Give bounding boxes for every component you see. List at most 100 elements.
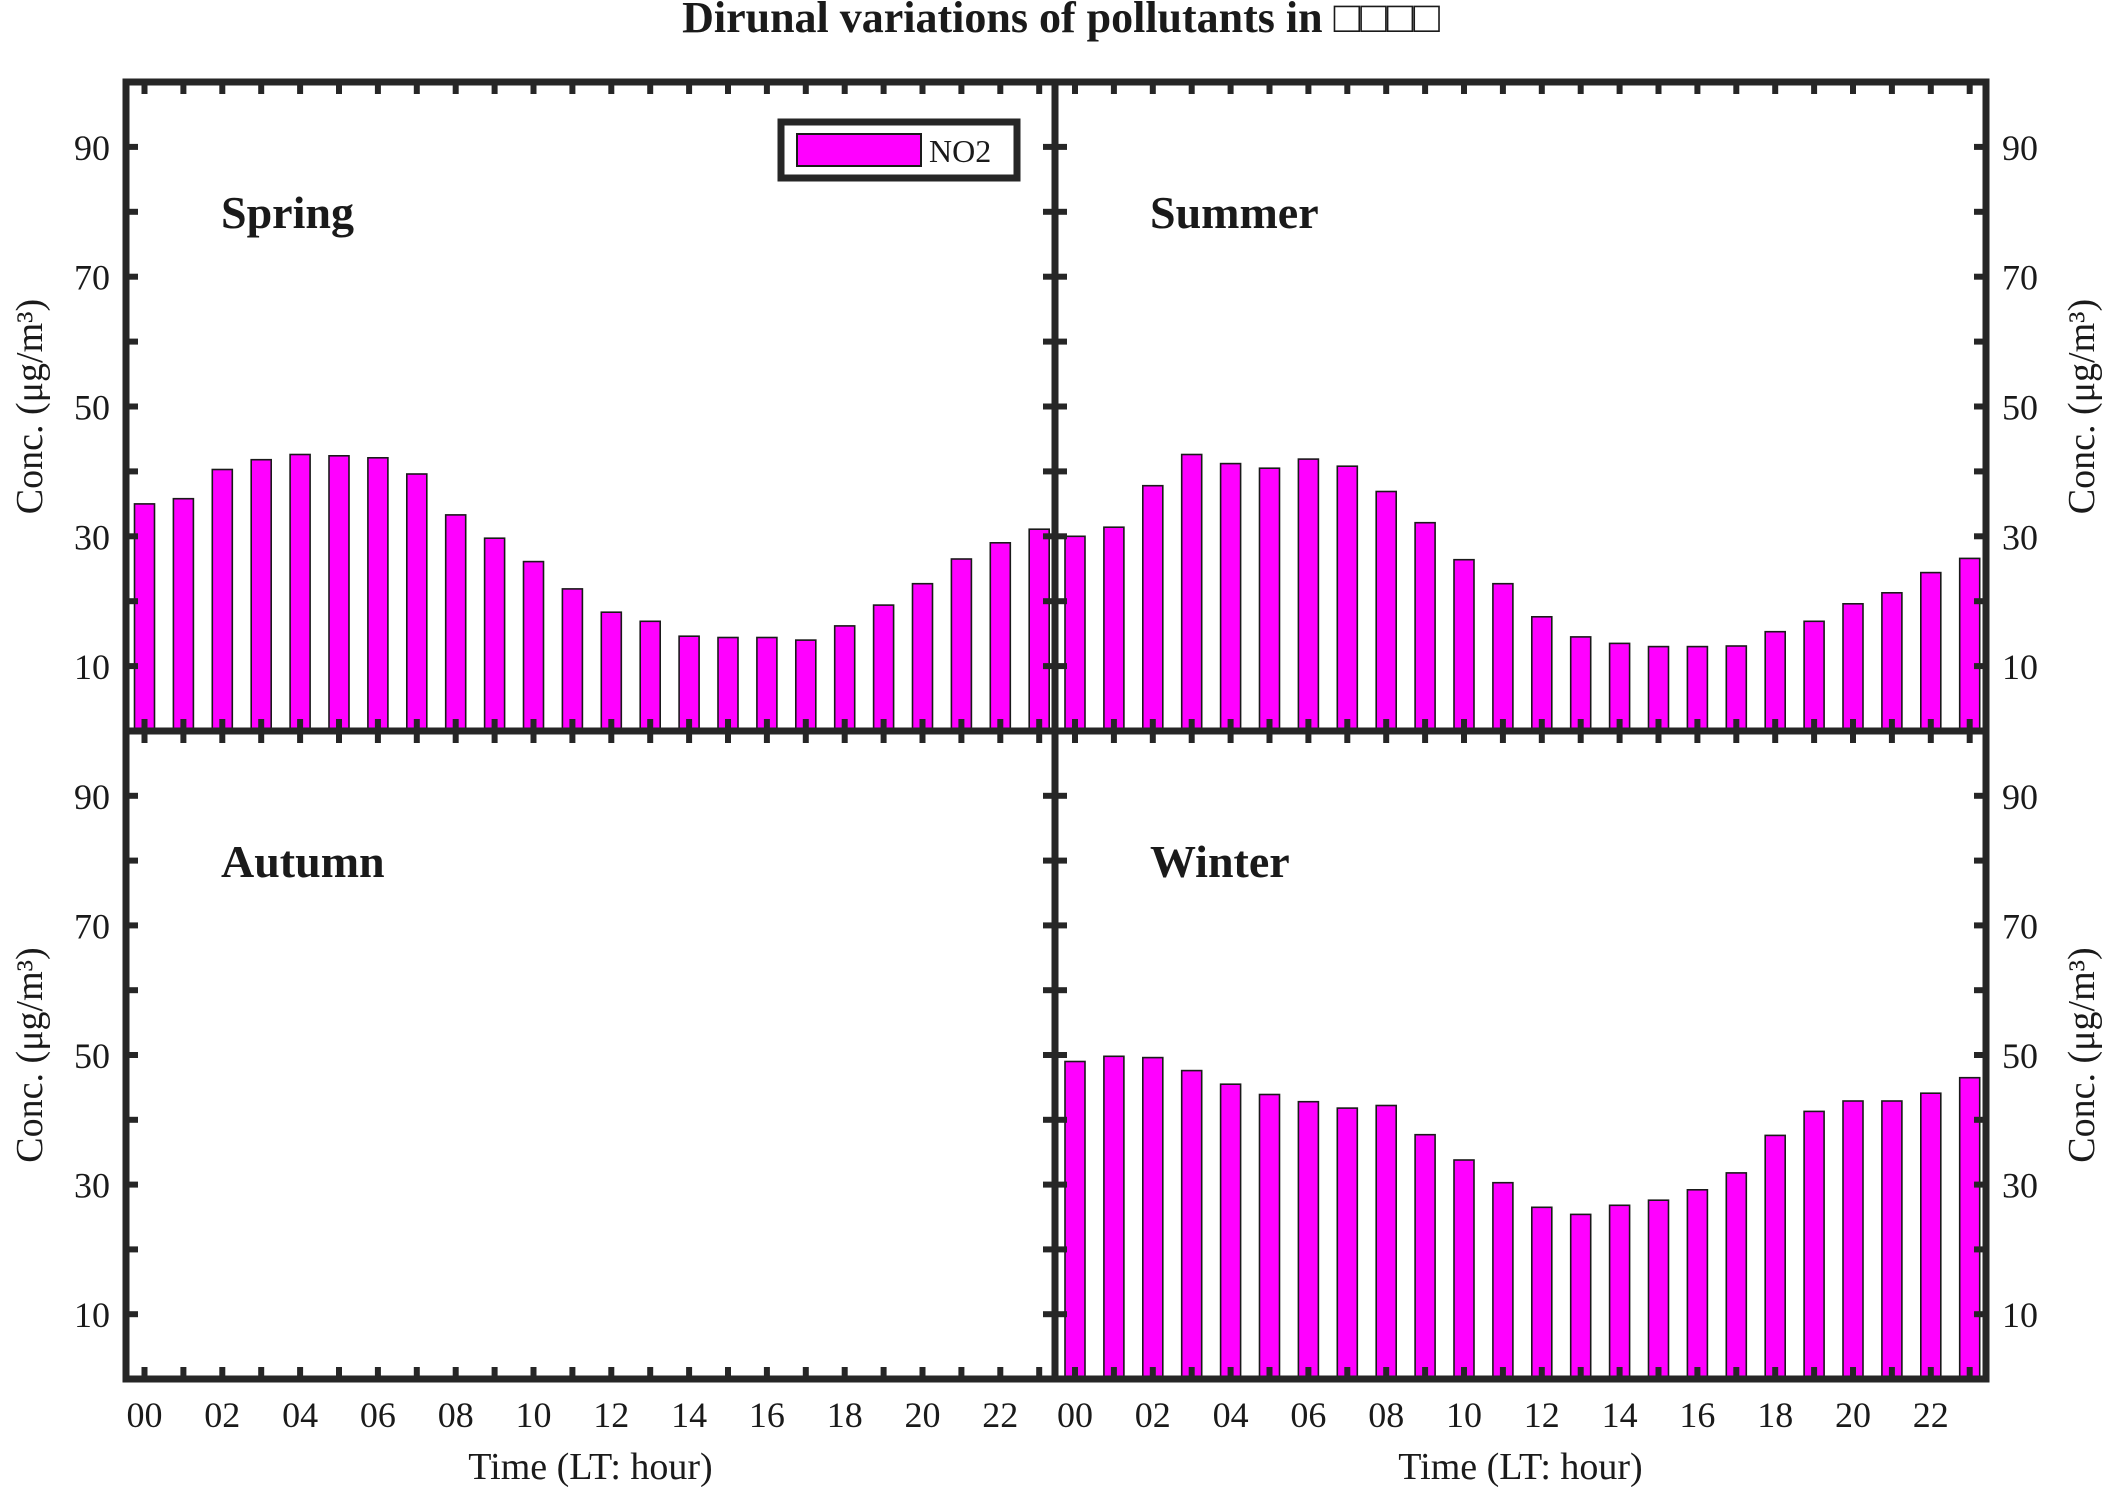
bar-spring-16 [756, 636, 778, 732]
bar-spring-04 [289, 453, 311, 732]
bar-summer-14 [1608, 642, 1631, 732]
x-tick-label: 22 [1913, 1395, 1949, 1435]
bar-spring-01 [172, 497, 195, 732]
bar-spring-07 [405, 473, 428, 732]
bar-spring-05 [328, 454, 350, 732]
x-tick-label: 22 [982, 1395, 1018, 1435]
x-tick-label: 14 [1602, 1395, 1638, 1435]
bar-summer-23 [1958, 557, 1981, 732]
bar-summer-07 [1336, 465, 1359, 732]
x-tick-label: 06 [1290, 1395, 1326, 1435]
y-tick-label: 70 [2002, 906, 2038, 946]
x-tick-label: 02 [1135, 1395, 1171, 1435]
legend-label: NO2 [929, 133, 991, 169]
bar-winter-23 [1958, 1076, 1981, 1380]
y-axis-label-left: Conc. (μg/m³) [9, 299, 51, 514]
bar-spring-02 [211, 468, 234, 732]
chart-title: Dirunal variations of pollutants in □□□□ [682, 0, 1440, 42]
x-tick-label: 08 [1368, 1395, 1404, 1435]
x-tick-label: 06 [360, 1395, 396, 1435]
y-tick-label: 10 [2002, 647, 2038, 687]
y-axis-label-left: Conc. (μg/m³) [9, 947, 51, 1162]
x-tick-label: 04 [282, 1395, 318, 1435]
season-label-summer: Summer [1150, 187, 1319, 238]
bar-winter-19 [1803, 1110, 1825, 1380]
bar-summer-18 [1764, 630, 1786, 732]
y-tick-label: 10 [74, 1295, 110, 1335]
y-tick-label: 70 [74, 258, 110, 298]
x-tick-label: 12 [1524, 1395, 1560, 1435]
bar-spring-22 [989, 541, 1012, 732]
x-tick-label: 18 [827, 1395, 863, 1435]
bar-winter-03 [1180, 1069, 1203, 1380]
season-label-spring: Spring [221, 187, 354, 238]
y-axis-label-right: Conc. (μg/m³) [2061, 947, 2103, 1162]
bar-spring-13 [639, 620, 662, 732]
bar-spring-18 [833, 625, 856, 732]
bar-winter-10 [1453, 1159, 1475, 1380]
y-tick-label: 70 [74, 906, 110, 946]
x-tick-label: 18 [1757, 1395, 1793, 1435]
bar-winter-21 [1881, 1100, 1903, 1380]
frames-layer [122, 78, 1990, 1383]
bar-summer-13 [1569, 636, 1592, 732]
y-tick-label: 90 [74, 128, 110, 168]
bar-winter-17 [1725, 1172, 1748, 1380]
bar-winter-00 [1064, 1060, 1086, 1380]
bar-summer-04 [1219, 462, 1242, 732]
y-tick-label: 10 [2002, 1295, 2038, 1335]
x-tick-label: 16 [749, 1395, 785, 1435]
bar-summer-19 [1803, 620, 1825, 732]
bar-winter-12 [1531, 1206, 1553, 1380]
y-tick-label: 30 [2002, 1166, 2038, 1206]
bar-summer-12 [1531, 615, 1553, 732]
bar-summer-06 [1297, 458, 1320, 732]
x-tick-label: 16 [1679, 1395, 1715, 1435]
y-tick-label: 90 [2002, 128, 2038, 168]
bar-winter-14 [1608, 1204, 1631, 1380]
bar-summer-11 [1492, 582, 1514, 732]
bar-spring-06 [367, 456, 389, 732]
bar-summer-20 [1842, 602, 1864, 732]
bar-summer-03 [1180, 453, 1203, 732]
bar-summer-10 [1453, 558, 1475, 732]
bar-spring-15 [717, 636, 739, 732]
bar-winter-01 [1103, 1055, 1125, 1380]
bar-winter-09 [1414, 1133, 1436, 1380]
bar-winter-04 [1219, 1083, 1242, 1380]
x-tick-label: 10 [516, 1395, 552, 1435]
y-tick-label: 50 [2002, 1036, 2038, 1076]
y-tick-label: 50 [74, 1036, 110, 1076]
bar-summer-21 [1881, 591, 1903, 732]
bar-spring-09 [483, 537, 506, 732]
bar-spring-03 [250, 458, 272, 732]
bar-summer-09 [1414, 521, 1436, 732]
y-tick-label: 30 [74, 517, 110, 557]
x-axis-label: Time (LT: hour) [1398, 1446, 1642, 1487]
season-label-winter: Winter [1150, 836, 1290, 887]
bar-summer-05 [1258, 467, 1281, 732]
bar-spring-21 [950, 558, 973, 732]
bar-summer-22 [1920, 571, 1942, 732]
bar-spring-20 [911, 582, 934, 732]
x-tick-label: 14 [671, 1395, 707, 1435]
bar-spring-19 [872, 604, 895, 732]
season-label-autumn: Autumn [221, 836, 385, 887]
bar-winter-02 [1142, 1056, 1164, 1380]
x-tick-label: 12 [593, 1395, 629, 1435]
bar-winter-06 [1297, 1100, 1320, 1380]
y-tick-label: 10 [74, 647, 110, 687]
y-tick-label: 90 [2002, 777, 2038, 817]
bar-summer-00 [1064, 535, 1086, 732]
legend-swatch [796, 133, 922, 167]
x-tick-label: 20 [905, 1395, 941, 1435]
x-tick-label: 08 [438, 1395, 474, 1435]
bar-summer-08 [1375, 490, 1397, 732]
bar-winter-18 [1764, 1134, 1786, 1380]
y-tick-label: 30 [74, 1166, 110, 1206]
y-tick-label: 90 [74, 777, 110, 817]
x-tick-label: 20 [1835, 1395, 1871, 1435]
bar-winter-11 [1492, 1181, 1514, 1380]
bar-winter-22 [1920, 1092, 1942, 1380]
